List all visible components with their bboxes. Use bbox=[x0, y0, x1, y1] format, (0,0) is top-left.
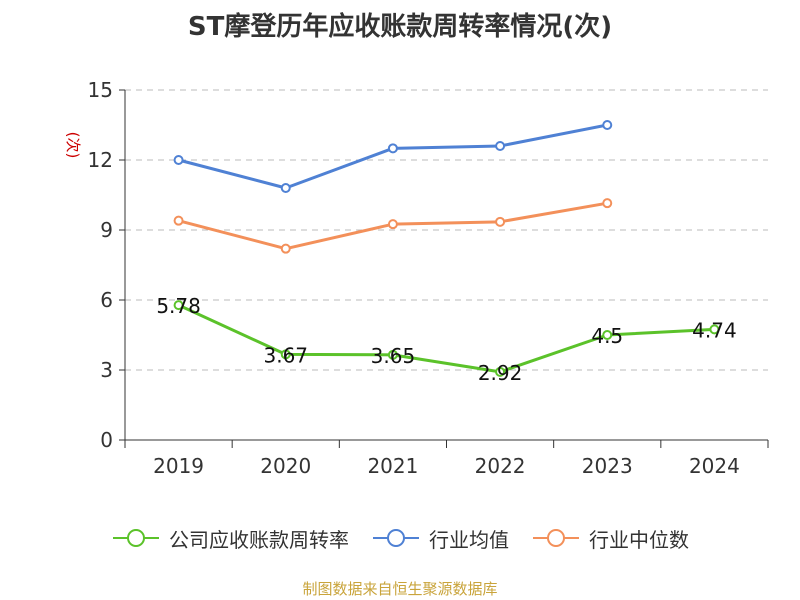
x-tick-label: 2020 bbox=[260, 454, 311, 478]
data-point bbox=[173, 155, 184, 165]
data-label: 2.92 bbox=[478, 361, 523, 385]
data-point bbox=[602, 120, 613, 130]
legend-label-industry-median: 行业中位数 bbox=[589, 527, 689, 552]
data-label: 4.5 bbox=[591, 324, 623, 348]
x-tick-label: 2019 bbox=[153, 454, 204, 478]
x-tick-label: 2021 bbox=[367, 454, 418, 478]
data-point bbox=[173, 300, 184, 311]
data-point bbox=[280, 243, 291, 254]
legend-item-company[interactable]: 公司应收账款周转率 bbox=[111, 524, 349, 553]
legend-label-industry-mean: 行业均值 bbox=[429, 527, 509, 552]
data-point bbox=[495, 216, 506, 227]
y-tick-label: 15 bbox=[88, 78, 113, 102]
legend: 公司应收账款周转率 行业均值 行业中位数 bbox=[0, 518, 800, 558]
y-tick-label: 6 bbox=[100, 288, 113, 312]
data-point bbox=[495, 141, 506, 151]
y-tick-label: 0 bbox=[100, 428, 113, 452]
data-point bbox=[495, 366, 506, 377]
data-point bbox=[387, 143, 398, 154]
chart-title: ST摩登历年应收账款周转率情况(次) bbox=[187, 12, 613, 42]
legend-label-company: 公司应收账款周转率 bbox=[169, 527, 349, 552]
legend-item-industry-median[interactable]: 行业中位数 bbox=[531, 524, 689, 553]
data-point bbox=[602, 330, 613, 340]
source-note: 制图数据来自恒生聚源数据库 bbox=[302, 580, 498, 598]
legend-item-industry-mean[interactable]: 行业均值 bbox=[371, 524, 509, 553]
legend-marker-industry-mean bbox=[373, 529, 419, 547]
data-label: 5.78 bbox=[156, 294, 201, 318]
series-points bbox=[173, 120, 720, 377]
data-label: 4.74 bbox=[692, 318, 737, 342]
data-label: 3.65 bbox=[371, 344, 416, 368]
y-tick-label: 3 bbox=[100, 358, 113, 382]
series-line-0 bbox=[177, 303, 715, 374]
data-point bbox=[387, 219, 398, 230]
legend-marker-industry-median bbox=[533, 529, 579, 547]
data-point bbox=[387, 349, 398, 360]
x-tick-label: 2024 bbox=[689, 454, 740, 478]
data-point bbox=[709, 324, 720, 335]
legend-marker-company bbox=[113, 529, 159, 547]
data-point bbox=[280, 183, 291, 193]
data-label: 3.67 bbox=[263, 343, 308, 367]
y-axis-label: (次) bbox=[64, 132, 82, 159]
axes: 0 3 6 9 12 15 2019 2020 2021 2022 2023 2024 (次) bbox=[64, 78, 769, 478]
data-point bbox=[280, 349, 291, 360]
y-tick-label: 9 bbox=[100, 218, 113, 242]
x-tick-label: 2022 bbox=[475, 454, 526, 478]
data-labels: 5.78 3.67 3.65 2.92 4.5 4.74 bbox=[156, 294, 736, 385]
series-lines bbox=[177, 123, 715, 374]
data-point bbox=[173, 215, 184, 226]
grid-lines bbox=[125, 89, 768, 371]
y-tick-label: 12 bbox=[88, 148, 113, 172]
x-tick-label: 2023 bbox=[582, 454, 633, 478]
series-line-1 bbox=[178, 123, 608, 190]
data-point bbox=[602, 198, 613, 209]
